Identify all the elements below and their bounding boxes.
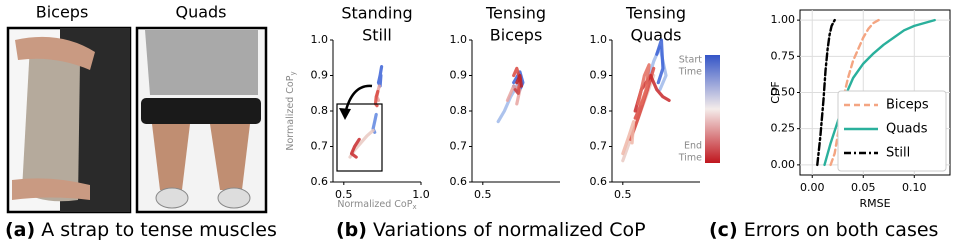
chart-title: Standing	[341, 4, 412, 23]
caption-text: Variations of normalized CoP	[373, 219, 646, 241]
y-tick-label: 0.50	[771, 86, 796, 99]
caption: (a) A strap to tense muscles	[5, 219, 277, 241]
y-axis-label-sub: y	[289, 71, 297, 75]
y-tick-label: 0.8	[450, 104, 468, 117]
chart-title: Quads	[630, 26, 681, 45]
y-tick-label: 0.00	[771, 158, 796, 171]
y-tick-label: 0.8	[311, 104, 329, 117]
chart-title: Tensing	[625, 4, 686, 23]
cop-trajectory	[373, 89, 380, 108]
chart-title: Tensing	[485, 4, 546, 23]
cop-trajectory	[515, 73, 523, 88]
y-axis-label-text: Normalized CoP	[285, 75, 296, 150]
colorbar-label: End	[684, 141, 702, 152]
cdf-line	[829, 18, 880, 167]
x-tick-label: 0.00	[800, 181, 825, 194]
cop-trajectory	[349, 137, 361, 159]
caption-text: A strap to tense muscles	[41, 219, 277, 241]
y-axis-label: Normalized CoPy	[285, 71, 298, 150]
photo-biceps	[6, 26, 132, 214]
x-tick-label: 1.0	[412, 188, 430, 201]
caption-label: (c)	[709, 219, 738, 241]
x-tick-label: 0.5	[614, 188, 632, 201]
cdf-line	[816, 18, 836, 167]
y-tick-label: 0.9	[590, 69, 608, 82]
x-tick-label: 0.5	[335, 188, 353, 201]
colorbar-label: Time	[678, 153, 702, 164]
colorbar	[705, 55, 720, 163]
cop-trajectory	[636, 63, 651, 106]
x-axis-label-sub: x	[412, 203, 416, 211]
colorbar-label: Start	[679, 55, 702, 66]
y-tick-label: 0.9	[311, 69, 329, 82]
x-axis-label-text: RMSE	[859, 197, 890, 210]
caption: (b) Variations of normalized CoP	[336, 219, 646, 241]
y-tick-label: 1.0	[311, 33, 329, 46]
y-tick-label: 0.6	[590, 175, 608, 188]
cop-trajectory	[505, 84, 522, 106]
y-tick-label: 1.0	[590, 33, 608, 46]
y-tick-label: 0.7	[590, 140, 608, 153]
y-axis-label: CDF	[769, 81, 782, 103]
x-tick-label: 0.10	[902, 181, 927, 194]
chart-title: Biceps	[490, 26, 543, 45]
zoom-arrowhead	[339, 108, 351, 120]
y-tick-label: 0.7	[311, 140, 329, 153]
cop-trajectory	[655, 38, 665, 85]
caption: (c) Errors on both cases	[709, 219, 938, 241]
x-tick-label: 0.5	[474, 188, 492, 201]
caption-label: (b)	[336, 219, 367, 241]
x-axis-label-text: Normalized CoP	[337, 199, 412, 210]
y-tick-label: 0.9	[450, 69, 468, 82]
photo-label: Biceps	[36, 3, 89, 22]
y-axis-label-text: CDF	[769, 81, 782, 103]
y-tick-label: 0.7	[450, 140, 468, 153]
zoom-box	[336, 103, 383, 172]
y-tick-label: 0.25	[771, 122, 796, 135]
y-tick-label: 1.00	[771, 13, 796, 26]
caption-label: (a)	[5, 219, 35, 241]
x-axis-label: RMSE	[859, 197, 890, 210]
caption-text: Errors on both cases	[744, 219, 939, 241]
y-tick-label: 0.8	[590, 104, 608, 117]
x-axis-label: Normalized CoPx	[337, 199, 416, 212]
legend-label: Still	[886, 146, 910, 161]
photo-quads	[135, 26, 268, 214]
cop-trajectory	[621, 120, 636, 156]
y-tick-label: 0.6	[450, 175, 468, 188]
cop-trajectory	[376, 65, 384, 88]
y-tick-label: 0.6	[311, 175, 329, 188]
colorbar-label: Time	[678, 67, 702, 78]
y-tick-label: 1.0	[450, 33, 468, 46]
legend	[837, 90, 947, 172]
legend-label: Quads	[886, 122, 928, 137]
legend-label: Biceps	[886, 98, 929, 113]
x-tick-label: 0.05	[851, 181, 876, 194]
chart-title: Still	[362, 26, 392, 45]
photo-label: Quads	[175, 3, 226, 22]
y-tick-label: 0.75	[771, 49, 796, 62]
